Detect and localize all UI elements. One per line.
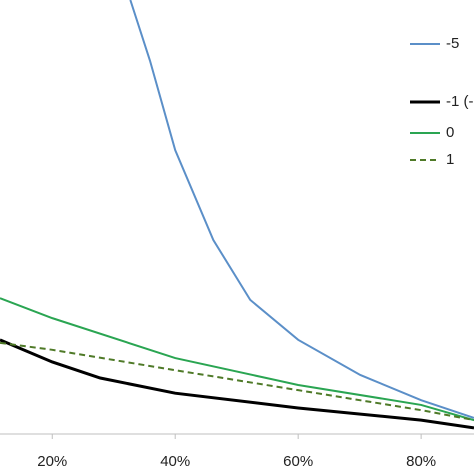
series-line: [129, 0, 474, 419]
x-tick-label: 40%: [160, 453, 190, 470]
series-line: [0, 297, 474, 422]
legend-label: 0: [446, 124, 454, 141]
series-line: [0, 338, 474, 430]
x-tick-label: 20%: [37, 453, 67, 470]
series-line: [0, 341, 474, 422]
legend: -5 -1 (- 0 1: [410, 35, 474, 168]
x-tick-label: 60%: [283, 453, 313, 470]
legend-label: 1: [446, 151, 454, 168]
legend-label: -5: [446, 35, 459, 52]
legend-label: -1 (-: [446, 93, 474, 110]
x-tick-label: 80%: [406, 453, 436, 470]
